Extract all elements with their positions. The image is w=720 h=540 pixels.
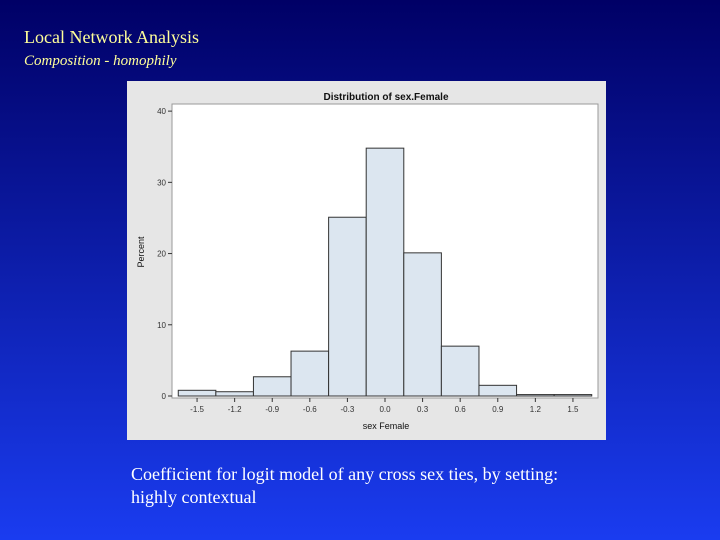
- x-tick-label: 0.9: [492, 405, 504, 414]
- bar: [478, 384, 518, 397]
- y-tick-label: 0: [162, 392, 167, 401]
- bar: [553, 394, 593, 397]
- caption-line: Coefficient for logit model of any cross…: [131, 464, 558, 484]
- x-tick-label: -1.5: [190, 405, 204, 414]
- x-tick-label: 0.3: [417, 405, 429, 414]
- x-tick-label: -0.6: [303, 405, 317, 414]
- slide-title: Local Network Analysis: [24, 27, 199, 47]
- bar: [516, 394, 555, 397]
- y-axis-label: Percent: [136, 236, 146, 268]
- bar: [365, 147, 405, 397]
- x-axis-label: sex Female: [363, 421, 410, 431]
- x-tick-label: 0.0: [379, 405, 391, 414]
- x-tick-label: -1.2: [228, 405, 242, 414]
- bar: [215, 391, 254, 397]
- x-tick-label: 1.5: [567, 405, 579, 414]
- x-tick-label: -0.9: [265, 405, 279, 414]
- bar: [177, 389, 217, 397]
- chart-title: Distribution of sex.Female: [323, 92, 448, 103]
- x-tick-label: -0.3: [341, 405, 355, 414]
- y-tick-label: 40: [157, 107, 166, 116]
- x-tick-label: 1.2: [530, 405, 542, 414]
- bar: [403, 252, 442, 397]
- bar: [252, 376, 292, 397]
- bar: [440, 345, 480, 397]
- bar: [290, 350, 330, 397]
- y-tick-label: 20: [157, 250, 166, 259]
- bar: [328, 216, 367, 397]
- slide-subtitle: Composition - homophily: [24, 53, 177, 69]
- y-tick-label: 10: [157, 321, 166, 330]
- caption-line: highly contextual: [131, 487, 256, 507]
- y-tick-label: 30: [157, 178, 166, 187]
- x-tick-label: 0.6: [455, 405, 467, 414]
